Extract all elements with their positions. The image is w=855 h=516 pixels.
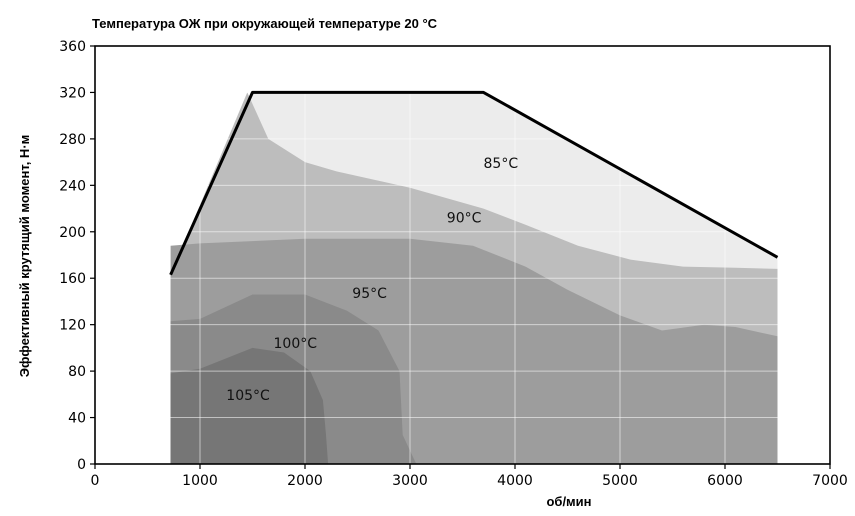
y-tick-label: 320: [59, 85, 86, 101]
y-tick-label: 280: [59, 132, 86, 148]
x-tick-label: 2000: [287, 473, 323, 489]
y-tick-label: 40: [68, 411, 86, 427]
y-tick-label: 240: [59, 178, 86, 194]
y-tick-label: 80: [68, 364, 86, 380]
y-axis-label: Эффективный крутящий момент, Н·м: [17, 135, 32, 378]
y-axis-ticks: 0 40 80 120 160 200 240 280 320 360: [59, 39, 95, 473]
zone-labels: 85°C 90°C 95°C 100°C 105°C: [226, 156, 518, 404]
y-tick-label: 360: [59, 39, 86, 55]
x-tick-label: 5000: [602, 473, 638, 489]
zone-label-85c: 85°C: [484, 156, 519, 172]
plot-frame: [94, 45, 831, 465]
x-axis-ticks: 0 1000 2000 3000 4000 5000 6000 7000: [91, 464, 848, 489]
y-tick-label: 120: [59, 318, 86, 334]
chart-title: Температура ОЖ при окружающей температур…: [92, 16, 438, 31]
y-tick-label: 160: [59, 271, 86, 287]
x-tick-label: 0: [91, 473, 100, 489]
x-tick-label: 3000: [392, 473, 428, 489]
x-tick-label: 7000: [812, 473, 848, 489]
x-tick-label: 4000: [497, 473, 533, 489]
zone-label-100c: 100°C: [274, 336, 318, 352]
gridlines: [95, 46, 830, 464]
max-torque-envelope-line: [169, 90, 779, 276]
x-tick-label: 6000: [707, 473, 743, 489]
zone-label-90c: 90°C: [447, 211, 482, 227]
x-axis-label: об/мин: [546, 494, 591, 509]
zone-label-95c: 95°C: [352, 286, 387, 302]
y-tick-label: 200: [59, 225, 86, 241]
region-105c: [170, 347, 329, 464]
x-tick-label: 1000: [182, 473, 218, 489]
y-tick-label: 0: [77, 457, 86, 473]
zone-label-105c: 105°C: [226, 388, 270, 404]
